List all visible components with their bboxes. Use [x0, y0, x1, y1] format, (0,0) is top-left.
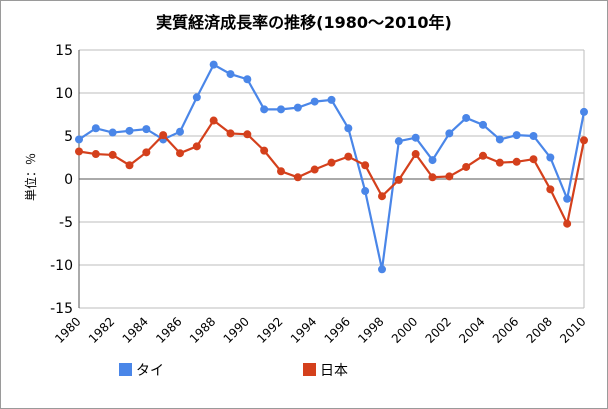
data-point-0-29: [563, 194, 572, 203]
data-point-1-4: [142, 148, 151, 157]
data-point-0-16: [344, 124, 353, 133]
x-tick-label: 1986: [153, 314, 184, 345]
data-point-0-9: [226, 70, 235, 79]
data-point-0-18: [378, 265, 386, 274]
y-tick-labels: 15 10 5 0 -5 -10 -15: [50, 43, 73, 317]
y-tick-label: 15: [55, 43, 73, 59]
data-point-1-0: [75, 147, 83, 156]
data-point-1-19: [394, 175, 403, 184]
data-point-0-8: [209, 60, 218, 69]
y-axis-label: 単位：％: [23, 153, 38, 201]
legend-label-0: タイ: [136, 363, 164, 379]
x-tick-label: 1996: [322, 314, 353, 345]
x-tick-label: 2002: [423, 314, 454, 345]
legend-label-1: 日本: [320, 363, 348, 379]
legend-swatch-0: [119, 363, 132, 376]
series-line-0: [78, 63, 586, 270]
data-point-1-29: [563, 219, 572, 228]
data-point-1-30: [580, 136, 588, 145]
data-point-1-7: [192, 142, 201, 151]
y-tick-label: 0: [64, 172, 73, 188]
data-point-0-24: [479, 120, 487, 129]
x-tick-label: 1992: [254, 314, 285, 345]
chart-title: 実質経済成長率の推移(1980～2010年): [156, 13, 452, 32]
data-point-1-9: [226, 129, 235, 138]
data-point-0-14: [310, 97, 319, 106]
data-point-0-12: [277, 105, 285, 114]
data-point-1-26: [512, 157, 521, 166]
data-point-1-17: [361, 161, 370, 170]
data-point-0-3: [125, 126, 134, 135]
data-point-0-13: [293, 103, 302, 112]
y-tick-label: -5: [59, 215, 73, 231]
x-tick-label: 1994: [288, 314, 319, 345]
y-tick-label: -10: [50, 258, 73, 274]
data-point-0-27: [529, 132, 538, 140]
data-point-1-2: [108, 150, 117, 159]
data-point-0-6: [176, 127, 184, 136]
data-point-1-14: [310, 165, 319, 174]
data-point-1-5: [159, 131, 168, 140]
data-point-1-6: [176, 149, 184, 158]
data-point-0-19: [394, 137, 403, 146]
x-tick-label: 1988: [187, 314, 218, 345]
data-point-1-23: [462, 162, 471, 171]
data-point-0-0: [75, 135, 83, 144]
x-tick-label: 2000: [389, 314, 420, 345]
data-point-1-20: [411, 150, 420, 159]
data-point-1-16: [344, 152, 353, 161]
y-tick-label: 10: [55, 86, 73, 102]
x-tick-label: 2004: [456, 314, 487, 345]
data-point-0-22: [445, 129, 454, 138]
data-point-1-3: [125, 161, 134, 170]
data-point-0-15: [327, 95, 336, 104]
x-tick-label: 2008: [524, 314, 555, 345]
data-point-1-1: [91, 150, 100, 159]
data-point-0-28: [546, 153, 555, 162]
x-tick-label: 1984: [120, 314, 151, 345]
data-point-1-22: [445, 172, 454, 181]
data-point-0-30: [580, 107, 588, 116]
data-point-0-17: [361, 187, 370, 196]
data-point-1-21: [428, 173, 437, 182]
data-point-1-18: [378, 192, 386, 201]
x-tick-label: 1982: [86, 314, 117, 345]
x-tick-label: 2006: [490, 314, 521, 345]
data-point-0-23: [462, 113, 471, 122]
y-tick-label: 5: [64, 129, 73, 145]
grid-lines: [78, 49, 585, 309]
x-tick-label: 1998: [355, 314, 386, 345]
data-point-0-11: [260, 105, 269, 114]
data-point-1-12: [277, 167, 285, 176]
data-point-0-1: [91, 124, 100, 133]
x-tick-label: 1980: [52, 314, 83, 345]
data-point-1-13: [293, 173, 302, 182]
data-point-0-20: [411, 133, 420, 142]
data-point-1-24: [479, 151, 487, 160]
data-point-1-28: [546, 185, 555, 194]
x-tick-labels: 1980 1982 1984 1986 1988 1990 1992 1994 1996 1998…: [52, 314, 588, 345]
data-point-0-7: [192, 93, 201, 102]
data-point-0-2: [108, 128, 117, 137]
data-point-1-8: [209, 116, 218, 125]
x-tick-label: 1990: [221, 314, 252, 345]
data-point-0-10: [243, 75, 252, 84]
data-point-1-25: [495, 158, 504, 167]
y-tick-label: -15: [50, 301, 73, 317]
series-lines: [75, 60, 588, 274]
legend-swatch-1: [303, 363, 316, 376]
data-point-0-21: [428, 156, 437, 165]
data-point-1-15: [327, 158, 336, 167]
x-tick-label: 2010: [557, 314, 588, 345]
data-point-1-10: [243, 130, 252, 139]
legend: タイ 日本: [119, 363, 348, 379]
data-point-1-11: [260, 146, 269, 155]
data-point-0-4: [142, 125, 151, 134]
data-point-0-26: [512, 131, 521, 140]
data-point-1-27: [529, 155, 538, 164]
data-point-0-25: [495, 135, 504, 144]
